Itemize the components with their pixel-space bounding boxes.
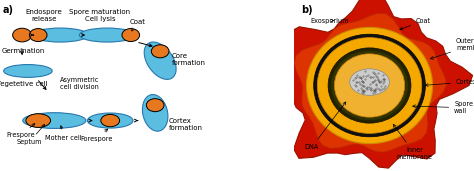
Text: Cortex: Cortex: [425, 79, 474, 86]
Ellipse shape: [122, 29, 139, 42]
Polygon shape: [280, 0, 473, 168]
Text: Prespore: Prespore: [6, 124, 35, 138]
Text: Germination: Germination: [1, 48, 45, 54]
Ellipse shape: [13, 28, 31, 42]
Text: a): a): [3, 5, 14, 15]
Text: Inner
membrane: Inner membrane: [393, 124, 432, 160]
Text: Coat: Coat: [400, 17, 431, 30]
Ellipse shape: [350, 69, 389, 95]
Ellipse shape: [87, 113, 133, 128]
Text: Coat: Coat: [129, 19, 145, 31]
Ellipse shape: [144, 42, 176, 79]
Text: Vegetetive cell: Vegetetive cell: [0, 81, 48, 87]
Ellipse shape: [23, 113, 86, 128]
Ellipse shape: [29, 29, 47, 42]
Text: Endospore
release: Endospore release: [26, 9, 63, 22]
Ellipse shape: [307, 27, 433, 144]
Text: Asymmetric
cell division: Asymmetric cell division: [60, 77, 100, 90]
Text: Exosporium: Exosporium: [310, 17, 349, 24]
Ellipse shape: [4, 65, 52, 77]
Text: Cortex
formation: Cortex formation: [169, 118, 203, 131]
Ellipse shape: [32, 28, 88, 42]
Text: Forespore: Forespore: [81, 129, 113, 142]
Text: Outer
membrane: Outer membrane: [430, 38, 474, 59]
Text: DNA: DNA: [305, 102, 346, 150]
Ellipse shape: [142, 95, 168, 131]
Ellipse shape: [334, 54, 405, 117]
Text: Mother cell: Mother cell: [45, 126, 82, 141]
Ellipse shape: [151, 45, 169, 58]
Ellipse shape: [101, 114, 119, 127]
Text: Septum: Septum: [17, 124, 45, 145]
Text: Spore maturation
Cell lysis: Spore maturation Cell lysis: [69, 9, 130, 22]
Ellipse shape: [146, 99, 164, 112]
Ellipse shape: [317, 38, 422, 133]
Ellipse shape: [314, 34, 425, 137]
Ellipse shape: [79, 28, 135, 42]
Ellipse shape: [331, 50, 408, 121]
Polygon shape: [294, 13, 447, 152]
Text: b): b): [301, 5, 313, 15]
Ellipse shape: [328, 48, 411, 123]
Ellipse shape: [26, 114, 51, 127]
Text: Spore
wall: Spore wall: [413, 101, 473, 114]
Text: Core
formation: Core formation: [172, 53, 206, 66]
